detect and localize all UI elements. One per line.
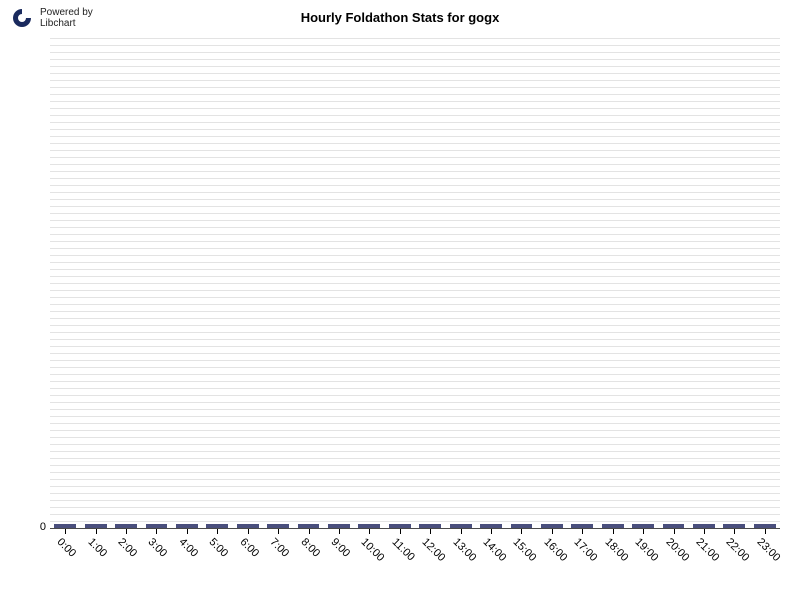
x-axis-line bbox=[50, 528, 780, 529]
plot-area bbox=[50, 38, 780, 528]
grid-line bbox=[50, 276, 780, 277]
x-tick-label: 6:00 bbox=[237, 536, 261, 560]
x-tick-label: 20:00 bbox=[663, 536, 691, 564]
x-tick-label: 21:00 bbox=[693, 536, 721, 564]
x-tick-label: 10:00 bbox=[359, 536, 387, 564]
grid-line bbox=[50, 115, 780, 116]
grid-line bbox=[50, 409, 780, 410]
grid-line bbox=[50, 507, 780, 508]
x-tick-label: 15:00 bbox=[511, 536, 539, 564]
grid-line bbox=[50, 325, 780, 326]
grid-line bbox=[50, 514, 780, 515]
grid-line bbox=[50, 178, 780, 179]
grid-line bbox=[50, 479, 780, 480]
grid-line bbox=[50, 360, 780, 361]
grid-line bbox=[50, 311, 780, 312]
grid-line bbox=[50, 521, 780, 522]
grid-line bbox=[50, 346, 780, 347]
grid-line bbox=[50, 500, 780, 501]
x-tick-label: 18:00 bbox=[602, 536, 630, 564]
grid-line bbox=[50, 430, 780, 431]
grid-line bbox=[50, 185, 780, 186]
grid-line bbox=[50, 94, 780, 95]
grid-line bbox=[50, 234, 780, 235]
grid-line bbox=[50, 157, 780, 158]
grid-line bbox=[50, 297, 780, 298]
grid-line bbox=[50, 402, 780, 403]
grid-line bbox=[50, 213, 780, 214]
grid-line bbox=[50, 227, 780, 228]
grid-line bbox=[50, 87, 780, 88]
x-tick-label: 9:00 bbox=[328, 536, 352, 560]
grid-line bbox=[50, 206, 780, 207]
grid-line bbox=[50, 101, 780, 102]
x-tick-label: 0:00 bbox=[55, 536, 79, 560]
grid-line bbox=[50, 241, 780, 242]
grid-line bbox=[50, 38, 780, 39]
grid-line bbox=[50, 66, 780, 67]
grid-line bbox=[50, 199, 780, 200]
x-tick-label: 19:00 bbox=[633, 536, 661, 564]
chart-container: Powered by Libchart Hourly Foldathon Sta… bbox=[0, 0, 800, 600]
grid-line bbox=[50, 304, 780, 305]
grid-line bbox=[50, 416, 780, 417]
x-tick-label: 5:00 bbox=[207, 536, 231, 560]
y-tick-label: 0 bbox=[16, 521, 46, 533]
grid-line bbox=[50, 472, 780, 473]
grid-line bbox=[50, 339, 780, 340]
grid-line bbox=[50, 80, 780, 81]
grid-line bbox=[50, 192, 780, 193]
x-tick-label: 23:00 bbox=[754, 536, 782, 564]
x-tick-label: 11:00 bbox=[389, 536, 416, 563]
grid-line bbox=[50, 458, 780, 459]
grid-line bbox=[50, 143, 780, 144]
grid-line bbox=[50, 171, 780, 172]
x-tick-label: 8:00 bbox=[298, 536, 322, 560]
grid-line bbox=[50, 255, 780, 256]
x-tick-label: 12:00 bbox=[420, 536, 448, 564]
x-tick-label: 4:00 bbox=[176, 536, 200, 560]
x-tick-label: 14:00 bbox=[481, 536, 509, 564]
grid-line bbox=[50, 129, 780, 130]
chart-title: Hourly Foldathon Stats for gogx bbox=[0, 10, 800, 25]
grid-line bbox=[50, 150, 780, 151]
grid-line bbox=[50, 136, 780, 137]
grid-line bbox=[50, 451, 780, 452]
grid-line bbox=[50, 269, 780, 270]
x-tick-label: 2:00 bbox=[116, 536, 140, 560]
grid-line bbox=[50, 283, 780, 284]
x-tick-label: 1:00 bbox=[85, 536, 109, 560]
grid-line bbox=[50, 388, 780, 389]
x-tick-label: 16:00 bbox=[541, 536, 569, 564]
grid-line bbox=[50, 395, 780, 396]
grid-line bbox=[50, 486, 780, 487]
x-tick-label: 13:00 bbox=[450, 536, 478, 564]
grid-line bbox=[50, 423, 780, 424]
grid-line bbox=[50, 381, 780, 382]
grid-line bbox=[50, 332, 780, 333]
grid-line bbox=[50, 353, 780, 354]
grid-line bbox=[50, 444, 780, 445]
x-tick-label: 3:00 bbox=[146, 536, 170, 560]
grid-line bbox=[50, 318, 780, 319]
grid-line bbox=[50, 248, 780, 249]
grid-line bbox=[50, 465, 780, 466]
grid-line bbox=[50, 164, 780, 165]
grid-line bbox=[50, 437, 780, 438]
grid-line bbox=[50, 108, 780, 109]
grid-line bbox=[50, 262, 780, 263]
grid-line bbox=[50, 45, 780, 46]
grid-line bbox=[50, 374, 780, 375]
grid-line bbox=[50, 52, 780, 53]
grid-line bbox=[50, 493, 780, 494]
grid-line bbox=[50, 367, 780, 368]
x-tick-label: 22:00 bbox=[724, 536, 752, 564]
grid-line bbox=[50, 290, 780, 291]
x-tick-label: 17:00 bbox=[572, 536, 600, 564]
grid-line bbox=[50, 220, 780, 221]
x-tick-label: 7:00 bbox=[268, 536, 292, 560]
grid-line bbox=[50, 122, 780, 123]
grid-line bbox=[50, 59, 780, 60]
grid-line bbox=[50, 73, 780, 74]
